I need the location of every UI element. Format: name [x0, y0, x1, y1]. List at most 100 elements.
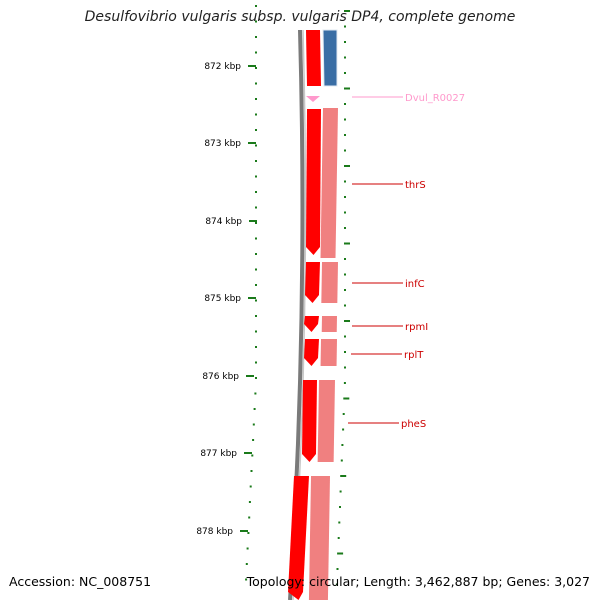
- ruler-minor-tick: [344, 87, 350, 90]
- ruler-minor-tick: [248, 516, 251, 519]
- ruler-minor-tick: [255, 237, 257, 240]
- ruler-minor-tick: [344, 72, 346, 74]
- ruler-minor-tick: [255, 98, 257, 100]
- gene-label-rplT: rplT: [404, 350, 424, 361]
- ruler-label: 873 kbp: [204, 139, 241, 149]
- ruler-minor-tick: [252, 423, 255, 426]
- ruler-minor-tick: [248, 501, 251, 503]
- cds-arrow: [304, 339, 319, 366]
- ruler-minor-tick: [344, 180, 346, 183]
- feature-cds-top: [306, 30, 321, 86]
- ruler-minor-tick: [255, 330, 257, 333]
- cds-arrow: [288, 476, 309, 600]
- ruler-label: 875 kbp: [204, 294, 241, 304]
- cds-arrow: [306, 109, 321, 255]
- ruler-minor-tick: [344, 41, 346, 43]
- ruler-minor-tick: [255, 253, 257, 255]
- ruler-minor-tick: [339, 490, 342, 493]
- ruler-minor-tick: [255, 36, 257, 38]
- ruler-minor-tick: [249, 485, 252, 488]
- ruler-minor-tick: [255, 346, 257, 348]
- ruler-minor-tick: [255, 299, 257, 302]
- gene-label-rpmI: rpmI: [405, 322, 428, 333]
- ruler-minor-tick: [340, 459, 343, 462]
- ruler-minor-tick: [344, 149, 346, 152]
- ruler-minor-tick: [254, 392, 257, 395]
- ruler-minor-tick: [255, 222, 257, 224]
- ruler-minor-tick: [253, 408, 256, 410]
- ruler-minor-tick: [247, 532, 250, 534]
- ruler-minor-tick: [255, 284, 257, 286]
- cds-light-segment: [317, 380, 335, 462]
- cds-light-segment: [320, 108, 338, 258]
- ruler-minor-tick: [343, 382, 346, 384]
- ruler-minor-tick: [344, 118, 346, 121]
- ruler-minor-tick: [339, 506, 341, 508]
- ruler-minor-tick: [251, 454, 254, 457]
- feature-blue-strand: [323, 30, 337, 86]
- ruler-minor-tick: [342, 428, 345, 431]
- ruler-minor-tick: [335, 583, 338, 586]
- ruler-minor-tick: [343, 397, 350, 400]
- ruler-minor-tick: [344, 211, 346, 214]
- ruler-minor-tick: [255, 67, 257, 69]
- ruler-minor-tick: [344, 227, 346, 229]
- ruler-minor-tick: [245, 563, 248, 565]
- cds-track: [288, 109, 321, 600]
- ruler-minor-tick: [344, 304, 346, 307]
- ruler-ticks: [240, 5, 350, 586]
- gene-label-Dvul_R0027: Dvul_R0027: [405, 93, 465, 104]
- ruler-minor-tick: [342, 413, 345, 415]
- ruler-minor-tick: [344, 335, 346, 338]
- ruler-minor-tick: [252, 439, 255, 441]
- ruler-minor-tick: [344, 25, 346, 28]
- ruler-minor-tick: [344, 10, 350, 12]
- ruler-minor-tick: [344, 165, 350, 167]
- cds-light-track: [308, 108, 338, 600]
- ruler-minor-tick: [255, 144, 257, 147]
- ruler-minor-tick: [338, 521, 341, 524]
- accession-label: Accession: NC_008751: [9, 574, 152, 589]
- gene-label-infC: infC: [405, 279, 425, 290]
- ruler-minor-tick: [250, 470, 253, 472]
- ruler-minor-tick: [255, 129, 257, 131]
- ruler-label: 876 kbp: [202, 372, 239, 382]
- ruler-minor-tick: [255, 113, 257, 116]
- ruler-minor-tick: [255, 82, 257, 85]
- ruler-minor-tick: [255, 175, 257, 178]
- ruler-minor-tick: [344, 258, 346, 260]
- ruler-minor-tick: [255, 361, 257, 364]
- cds-light-segment: [321, 316, 337, 332]
- feature-blue-strand-edge: [322, 29, 338, 87]
- cds-light-segment: [320, 339, 337, 366]
- ruler-labels: 872 kbp 873 kbp 874 kbp 875 kbp 876 kbp 877 k…: [196, 62, 242, 537]
- ruler-minor-tick: [341, 444, 344, 446]
- ruler-minor-tick: [344, 289, 346, 291]
- cds-light-segment: [321, 262, 338, 303]
- cds-arrow: [304, 316, 319, 332]
- ruler-minor-tick: [255, 206, 257, 209]
- ruler-minor-tick: [344, 196, 346, 198]
- ruler-minor-tick: [336, 568, 339, 570]
- ruler-minor-tick: [255, 191, 257, 193]
- ruler-label: 872 kbp: [204, 62, 241, 72]
- ruler-label: 877 kbp: [200, 449, 237, 459]
- ruler-minor-tick: [255, 51, 257, 54]
- gene-labels: Dvul_R0027 thrS infC rpmI rplT pheS: [348, 93, 465, 430]
- gene-label-pheS: pheS: [401, 419, 426, 430]
- map-title: Desulfovibrio vulgaris subsp. vulgaris D…: [84, 9, 516, 25]
- ruler-minor-tick: [245, 578, 248, 581]
- ruler-minor-tick: [340, 475, 347, 477]
- ruler-minor-tick: [255, 268, 257, 271]
- ruler-label: 878 kbp: [196, 527, 233, 537]
- feature-rna-Dvul_R0027: [306, 96, 320, 102]
- ruler-minor-tick: [246, 547, 249, 550]
- ruler-minor-tick: [344, 366, 346, 369]
- ruler-minor-tick: [337, 552, 344, 555]
- ruler-minor-tick: [344, 56, 346, 59]
- ruler-minor-tick: [255, 315, 257, 317]
- ruler-minor-tick: [337, 537, 340, 539]
- ruler-minor-tick: [344, 273, 346, 276]
- ruler-minor-tick: [344, 320, 350, 322]
